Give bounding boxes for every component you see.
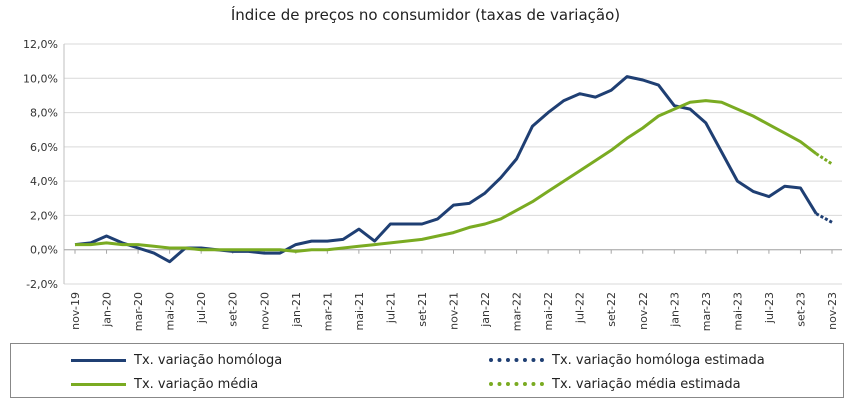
x-tick-label-4: jul-20 — [195, 292, 208, 324]
x-tick-label-19: jan-23 — [668, 292, 681, 328]
x-tick-label-21: mai-23 — [731, 292, 744, 330]
y-tick-label-3: 4,0% — [30, 175, 58, 188]
series-line-1 — [815, 212, 833, 224]
legend-item-homologa-estimada: Tx. variação homóloga estimada — [489, 350, 765, 370]
x-tick-label-2: mar-20 — [132, 292, 145, 331]
x-tick-label-7: jan-21 — [290, 292, 303, 328]
y-tick-label-4: 6,0% — [30, 141, 58, 154]
y-tick-label-7: 12,0% — [23, 38, 58, 51]
legend-label-media-estimada: Tx. variação média estimada — [552, 376, 741, 392]
x-tick-label-14: mar-22 — [511, 292, 524, 331]
x-tick-label-1: jan-20 — [101, 292, 114, 328]
legend-label-media: Tx. variação média — [134, 376, 259, 392]
x-tick-label-12: nov-21 — [448, 292, 461, 330]
x-tick-label-11: set-21 — [416, 292, 429, 327]
chart-title: Índice de preços no consumidor (taxas de… — [230, 6, 621, 24]
line-chart: -2,0% 0,0% 2,0% 4,0% 6,0% 8,0% 10,0% 12,0% nov-1… — [23, 38, 842, 331]
x-tick-label-24: nov-23 — [826, 292, 839, 330]
legend-item-homologa: Tx. variação homóloga — [71, 350, 282, 370]
x-tick-label-17: set-22 — [605, 292, 618, 327]
x-tick-label-10: jul-21 — [384, 292, 397, 324]
legend-swatch-media-estimada — [489, 382, 544, 386]
x-tick-label-6: nov-20 — [258, 292, 271, 330]
x-tick-label-0: nov-19 — [69, 292, 82, 330]
y-tick-label-1: 0,0% — [30, 244, 58, 257]
x-tick-label-22: jul-23 — [763, 292, 776, 324]
y-tick-label-0: -2,0% — [26, 278, 58, 291]
legend-swatch-homologa — [71, 358, 126, 362]
legend-swatch-media — [71, 382, 126, 386]
y-tick-label-5: 8,0% — [30, 107, 58, 120]
y-tick-label-2: 2,0% — [30, 209, 58, 222]
x-tick-label-9: mai-21 — [353, 292, 366, 330]
x-tick-label-5: set-20 — [227, 292, 240, 327]
x-tick-label-8: mar-21 — [321, 292, 334, 331]
x-tick-label-13: jan-22 — [479, 292, 492, 328]
x-tick-label-15: mai-22 — [542, 292, 555, 330]
x-tick-label-18: nov-22 — [637, 292, 650, 330]
x-tick-label-16: jul-22 — [574, 292, 587, 324]
series-line-3 — [815, 152, 833, 166]
legend-item-media: Tx. variação média — [71, 374, 258, 394]
legend-swatch-homologa-estimada — [489, 358, 544, 362]
y-tick-label-6: 10,0% — [23, 72, 58, 85]
series-line-2 — [75, 99, 818, 253]
x-tick-label-20: mar-23 — [700, 292, 713, 331]
chart-legend: Tx. variação homóloga Tx. variação homól… — [10, 343, 844, 398]
legend-label-homologa-estimada: Tx. variação homóloga estimada — [552, 352, 765, 368]
x-tick-label-3: mai-20 — [164, 292, 177, 330]
legend-item-media-estimada: Tx. variação média estimada — [489, 374, 741, 394]
legend-label-homologa: Tx. variação homóloga — [134, 352, 283, 368]
x-tick-label-23: set-23 — [794, 292, 807, 327]
